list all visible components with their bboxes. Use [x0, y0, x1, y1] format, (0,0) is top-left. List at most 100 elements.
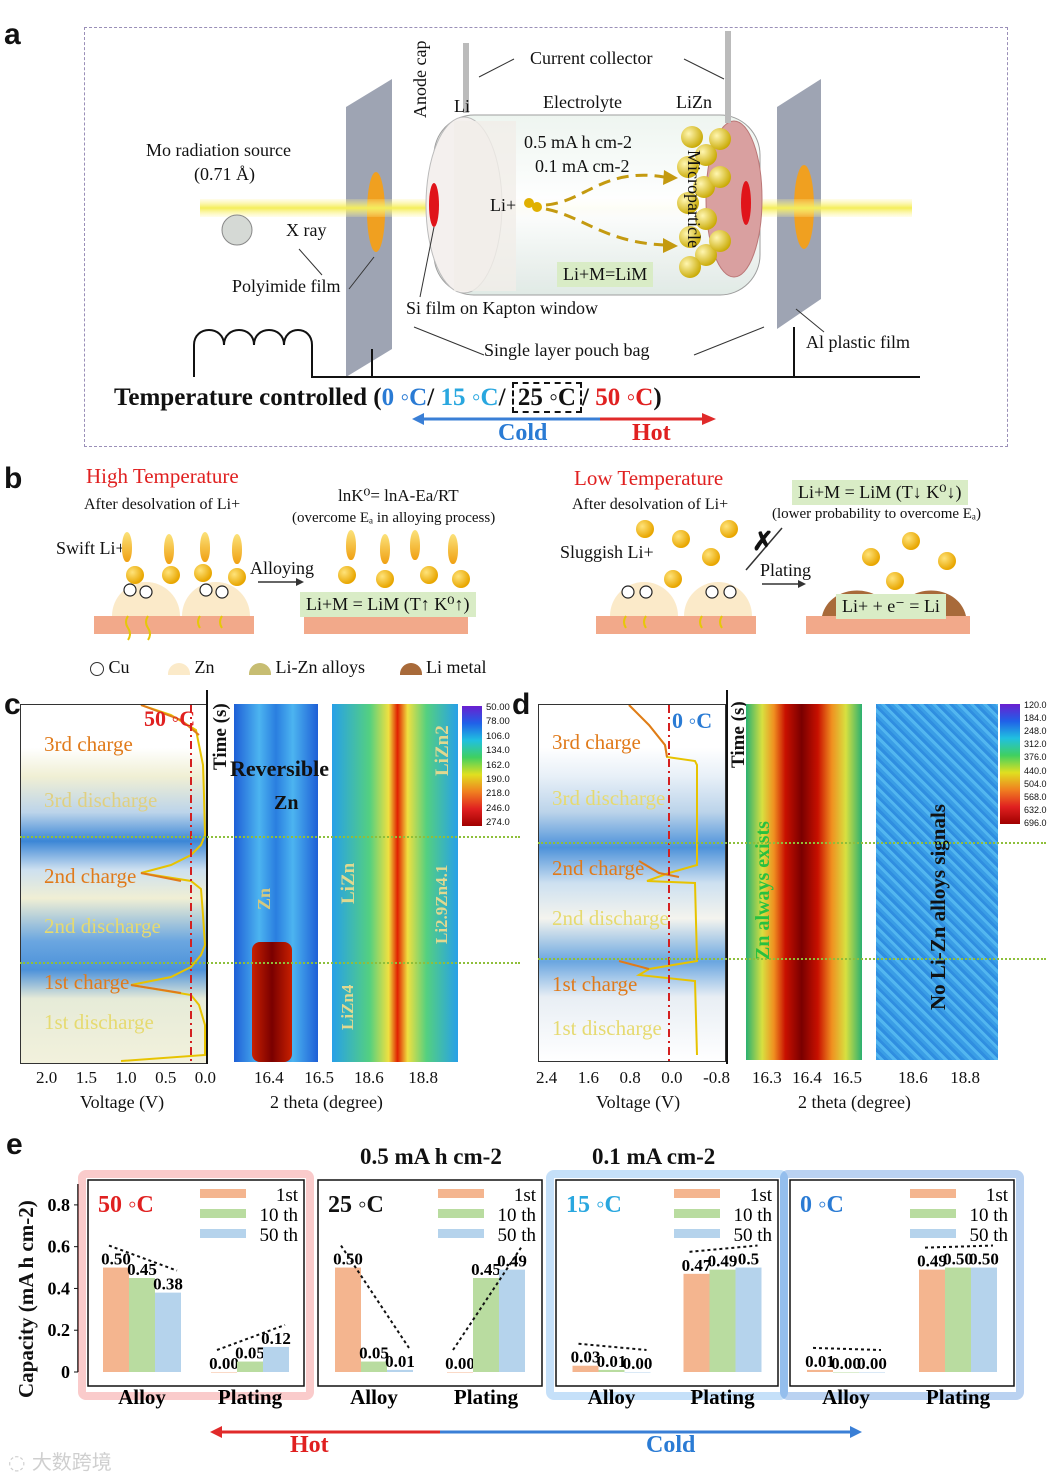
c-step-3rd-charge: 3rd charge — [44, 732, 133, 756]
e-bar — [945, 1267, 971, 1372]
e-y-tick-label: 0.8 — [48, 1195, 71, 1215]
e-trend-arrow — [452, 1247, 522, 1351]
e-bar-label: 0.03 — [571, 1348, 601, 1367]
e-y-tick-label: 0.2 — [48, 1320, 71, 1340]
c-vtick: 1.0 — [115, 1068, 137, 1087]
e-legend-swatch — [438, 1189, 484, 1198]
al-film-label: Al plastic film — [806, 332, 910, 352]
d-vtick: -0.8 — [703, 1068, 730, 1087]
wavelength-label: (0.71 Å) — [194, 164, 255, 184]
e-bar — [263, 1346, 289, 1372]
c-cbar-tick: 190.0 — [486, 773, 510, 785]
c-separator-1 — [20, 836, 520, 838]
e-bar — [859, 1372, 885, 1373]
e-bar — [572, 1365, 599, 1372]
alloy-swatch — [249, 662, 272, 675]
e-trend-arrow — [108, 1244, 178, 1272]
panel-d-temp: 0 ◦C — [672, 708, 713, 733]
e-bar — [473, 1278, 499, 1372]
temp-0: 0 ◦C — [381, 384, 428, 411]
high-temp-sub: After desolvation of Li+ — [84, 496, 241, 513]
e-legend-swatch — [910, 1189, 956, 1198]
flame — [410, 530, 420, 560]
legend-zn: Zn — [194, 657, 215, 677]
low-alloy-eq: Li+M = LiM (T↓ K⁰↓) — [792, 480, 968, 505]
e-legend-label: 10 th — [497, 1205, 536, 1226]
e-bar — [155, 1292, 181, 1372]
e-bar — [598, 1369, 625, 1372]
e-bar-label: 0.5 — [738, 1250, 759, 1269]
e-bar — [499, 1269, 525, 1372]
e-legend-label: 10 th — [969, 1205, 1008, 1226]
d-ttick: 16.4 — [792, 1068, 822, 1087]
e-y-tick-label: 0 — [61, 1362, 70, 1382]
microparticles — [677, 126, 731, 278]
e-bar — [624, 1372, 651, 1373]
e-legend-label: 1st — [986, 1185, 1009, 1206]
e-category-label: Plating — [218, 1385, 283, 1409]
d-voltage-ticks: 2.4 1.6 0.8 0.0 -0.8 — [536, 1068, 730, 1088]
c-zn-band — [252, 942, 292, 1062]
c-cbar-tick: 162.0 — [486, 759, 510, 771]
e-bar-label: 0.00 — [831, 1354, 861, 1373]
li-ion — [162, 566, 180, 584]
e-panel-temp: 25 ◦C — [328, 1192, 384, 1218]
c-ttick: 16.4 — [254, 1068, 284, 1087]
c-ann-lizn4: LiZn4 — [338, 984, 357, 1030]
legend-li-metal: Li metal — [426, 657, 487, 677]
e-trend-arrow — [924, 1244, 994, 1249]
e-header-capacity: 0.5 mA h cm-2 — [360, 1144, 502, 1169]
d-theta-ticks-1: 16.3 16.4 16.5 — [752, 1068, 862, 1088]
e-trend-arrow — [578, 1342, 647, 1351]
e-bar-label: 0.01 — [805, 1352, 835, 1371]
c-cbar-tick: 246.0 — [486, 802, 510, 814]
c-theta-label: 2 theta (degree) — [270, 1092, 383, 1112]
e-bar — [361, 1361, 387, 1372]
li-ion — [376, 570, 394, 588]
electrolyte-label: Electrolyte — [543, 92, 622, 112]
zn-swatch — [168, 662, 191, 675]
li-ion — [420, 566, 438, 584]
e-legend-label: 1st — [750, 1185, 773, 1206]
d-ttick: 18.8 — [950, 1068, 980, 1087]
c-ann-lizn2: LiZn2 — [432, 725, 453, 776]
c-step-3rd-discharge: 3rd discharge — [44, 788, 158, 812]
c-time-axis — [206, 690, 208, 1064]
panel-c-temp: 50 ◦C — [144, 706, 196, 731]
heater-coil — [193, 329, 374, 378]
e-y-tick-label: 0.6 — [48, 1237, 71, 1257]
d-colorbar-labels: 120.0 184.0 248.0 312.0 376.0 440.0 504.0 568.0… — [1024, 700, 1047, 828]
d-cbar-tick: 440.0 — [1024, 765, 1047, 776]
d-ttick: 16.3 — [752, 1068, 782, 1087]
current-label: 0.1 mA cm-2 — [535, 156, 630, 176]
plating-label: Plating — [760, 560, 812, 580]
temp-sep-1: / — [427, 384, 441, 411]
d-step-2nd-charge: 2nd charge — [552, 856, 645, 880]
e-y-tick-label: 0.4 — [48, 1278, 71, 1298]
flame — [232, 534, 242, 564]
li-ion — [862, 548, 880, 566]
c-ttick: 18.8 — [408, 1068, 438, 1087]
li-ion — [664, 570, 682, 588]
e-bar-label: 0.38 — [153, 1275, 183, 1294]
e-trend-arrow — [812, 1346, 882, 1351]
d-voltage-label: Voltage (V) — [596, 1092, 681, 1112]
d-cbar-tick: 312.0 — [1024, 739, 1047, 750]
low-alloy-sub: (lower probability to overcome Eₐ) — [772, 506, 982, 522]
e-bar-label: 0.01 — [597, 1352, 627, 1371]
c-cbar-tick: 218.0 — [486, 788, 510, 800]
e-bar — [447, 1372, 473, 1373]
temperature-controlled: Temperature controlled (0 ◦C/ 15 ◦C/ 25 … — [114, 382, 662, 413]
e-category-label: Alloy — [822, 1385, 870, 1409]
flame — [122, 532, 132, 562]
panel-e-letter: e — [6, 1128, 23, 1161]
si-film-label: Si film on Kapton window — [406, 298, 598, 318]
e-legend-label: 50 th — [733, 1225, 772, 1246]
c-cbar-tick: 274.0 — [486, 817, 510, 828]
li-ion — [194, 564, 212, 582]
e-legend-swatch — [910, 1209, 956, 1218]
alloying-label: Alloying — [250, 558, 315, 578]
sluggish-label: Sluggish Li+ — [560, 542, 654, 562]
ln-equation-sub: (overcome Eₐ in alloying process) — [292, 510, 496, 526]
panel-d-voltage-plot — [538, 704, 726, 1062]
